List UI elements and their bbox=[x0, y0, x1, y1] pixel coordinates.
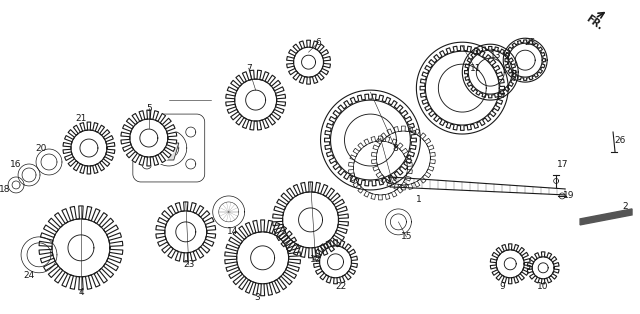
Text: 16: 16 bbox=[10, 160, 22, 170]
Polygon shape bbox=[8, 177, 24, 193]
Text: FR.: FR. bbox=[584, 13, 605, 31]
Polygon shape bbox=[390, 177, 565, 195]
Polygon shape bbox=[159, 143, 179, 160]
Polygon shape bbox=[63, 122, 115, 174]
Polygon shape bbox=[490, 244, 530, 284]
Text: 14: 14 bbox=[227, 227, 238, 236]
Text: 5: 5 bbox=[146, 104, 152, 113]
Polygon shape bbox=[462, 44, 518, 100]
Text: 12: 12 bbox=[310, 255, 321, 264]
Text: 4: 4 bbox=[78, 288, 84, 297]
Text: 1: 1 bbox=[415, 195, 421, 204]
Polygon shape bbox=[287, 40, 330, 84]
Text: 8: 8 bbox=[392, 143, 398, 153]
Text: 25: 25 bbox=[525, 38, 536, 47]
Polygon shape bbox=[371, 126, 435, 190]
Polygon shape bbox=[133, 114, 205, 182]
Text: 21: 21 bbox=[76, 114, 86, 122]
Polygon shape bbox=[417, 42, 508, 134]
Text: 6: 6 bbox=[316, 38, 321, 47]
Polygon shape bbox=[349, 136, 412, 200]
Polygon shape bbox=[273, 182, 349, 258]
Text: 11: 11 bbox=[470, 64, 481, 73]
Polygon shape bbox=[226, 70, 285, 130]
Text: 23: 23 bbox=[183, 260, 195, 269]
Text: 13: 13 bbox=[490, 51, 501, 60]
Polygon shape bbox=[580, 209, 632, 225]
Text: 3: 3 bbox=[255, 293, 260, 302]
Polygon shape bbox=[527, 252, 559, 284]
Text: 13: 13 bbox=[387, 177, 398, 187]
Text: 24: 24 bbox=[24, 271, 35, 280]
Polygon shape bbox=[385, 209, 412, 235]
Polygon shape bbox=[503, 38, 547, 82]
Text: 15: 15 bbox=[401, 232, 412, 241]
Text: 19: 19 bbox=[563, 192, 575, 200]
Text: 18: 18 bbox=[0, 186, 11, 194]
Polygon shape bbox=[156, 202, 216, 262]
Polygon shape bbox=[321, 90, 420, 190]
Polygon shape bbox=[212, 196, 244, 228]
Polygon shape bbox=[36, 149, 62, 175]
Polygon shape bbox=[21, 237, 57, 273]
Polygon shape bbox=[18, 164, 40, 186]
Text: 10: 10 bbox=[538, 282, 549, 291]
Text: 9: 9 bbox=[499, 282, 505, 291]
Polygon shape bbox=[314, 240, 358, 284]
Polygon shape bbox=[39, 206, 123, 290]
Polygon shape bbox=[225, 220, 301, 296]
Polygon shape bbox=[121, 110, 177, 166]
Text: 26: 26 bbox=[614, 136, 626, 144]
Text: 17: 17 bbox=[557, 160, 569, 170]
Text: 2: 2 bbox=[622, 203, 628, 211]
Text: 20: 20 bbox=[35, 143, 47, 153]
Text: 22: 22 bbox=[335, 282, 346, 291]
Text: 7: 7 bbox=[246, 64, 252, 73]
